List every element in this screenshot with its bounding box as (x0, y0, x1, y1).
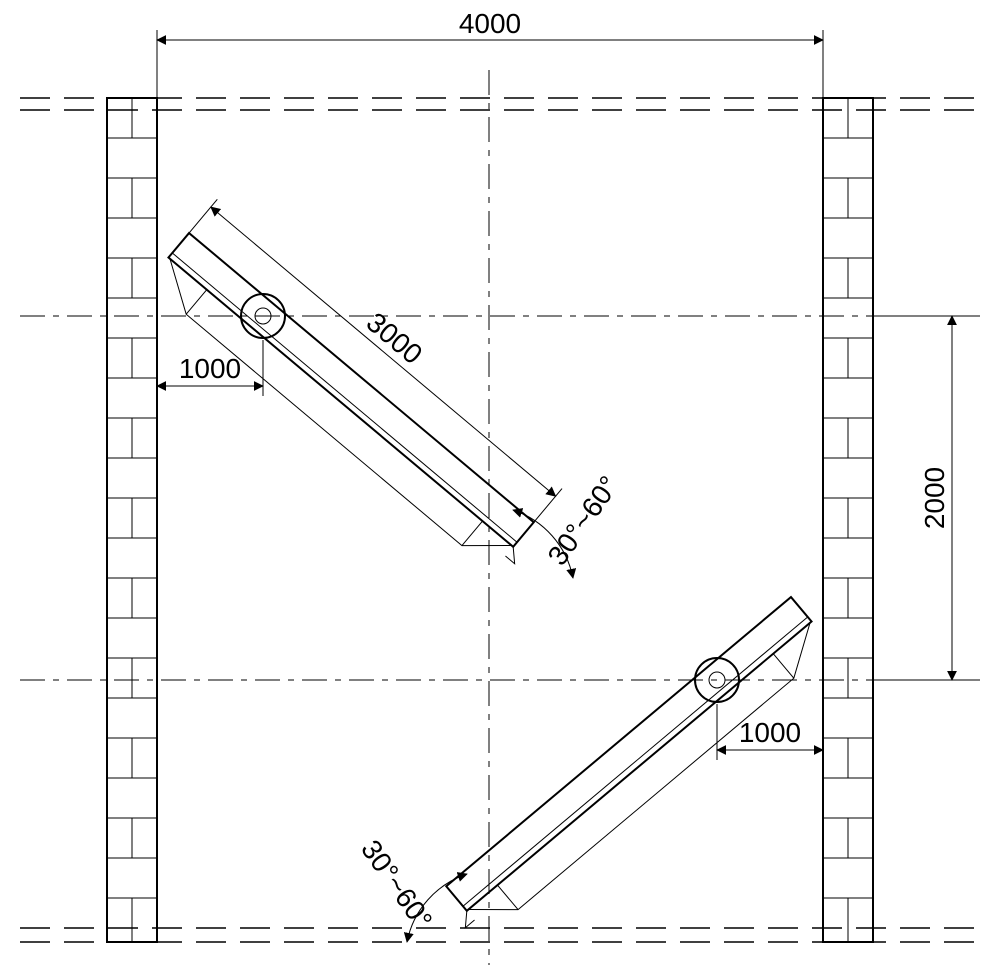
dim-lower-offset-1000: 1000 (717, 680, 823, 760)
dim-top-4000: 4000 (157, 8, 823, 98)
dim-right-2000: 2000 (873, 316, 962, 680)
wall-right (823, 98, 873, 942)
dim-upper-offset-1000: 1000 (157, 316, 263, 396)
baffle-upper-angle: 30°~60° (542, 470, 625, 571)
dim-top-value: 4000 (459, 8, 521, 39)
wall-left (107, 98, 157, 942)
wall-top-dashes (20, 98, 980, 110)
dim-right-value: 2000 (919, 467, 950, 529)
baffle-lower-angle: 30°~60° (355, 834, 438, 935)
baffle-lower: 30°~60° (355, 597, 832, 943)
engineering-drawing: 4000 2000 (0, 0, 1000, 973)
dim-upper-offset-value: 1000 (179, 353, 241, 384)
dim-lower-offset-value: 1000 (739, 717, 801, 748)
wall-bottom-dashes (20, 928, 980, 942)
